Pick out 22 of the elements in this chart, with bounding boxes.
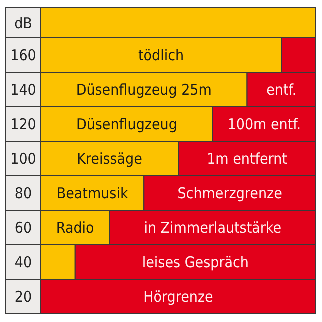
annotation: in Zimmerlautstärke bbox=[144, 219, 282, 237]
y-axis-title: dB bbox=[14, 14, 32, 32]
y-tick-label: 60 bbox=[14, 219, 32, 237]
annotation: Kreissäge bbox=[77, 150, 142, 168]
annotation: Hörgrenze bbox=[144, 288, 214, 306]
annotation: Düsenflugzeug 25m bbox=[76, 81, 212, 99]
y-tick-label: 140 bbox=[10, 81, 36, 99]
annotation: entf. bbox=[266, 81, 297, 99]
annotation: 1m entfernt bbox=[207, 150, 288, 168]
y-tick-label: 100 bbox=[10, 150, 36, 168]
y-tick-label: 40 bbox=[14, 254, 32, 272]
y-tick-label: 80 bbox=[14, 184, 32, 202]
annotation: Beatmusik bbox=[56, 184, 128, 202]
annotation: Düsenflugzeug bbox=[76, 116, 178, 134]
y-tick-label: 20 bbox=[14, 288, 32, 306]
annotation: tödlich bbox=[138, 46, 184, 64]
annotation: Schmerzgrenze bbox=[178, 184, 282, 202]
annotation: 100m entf. bbox=[228, 116, 302, 134]
annotation: Radio bbox=[56, 219, 94, 237]
annotation: leises Gespräch bbox=[142, 254, 249, 272]
y-tick-label: 120 bbox=[10, 116, 36, 134]
y-tick-label: 160 bbox=[10, 46, 36, 64]
